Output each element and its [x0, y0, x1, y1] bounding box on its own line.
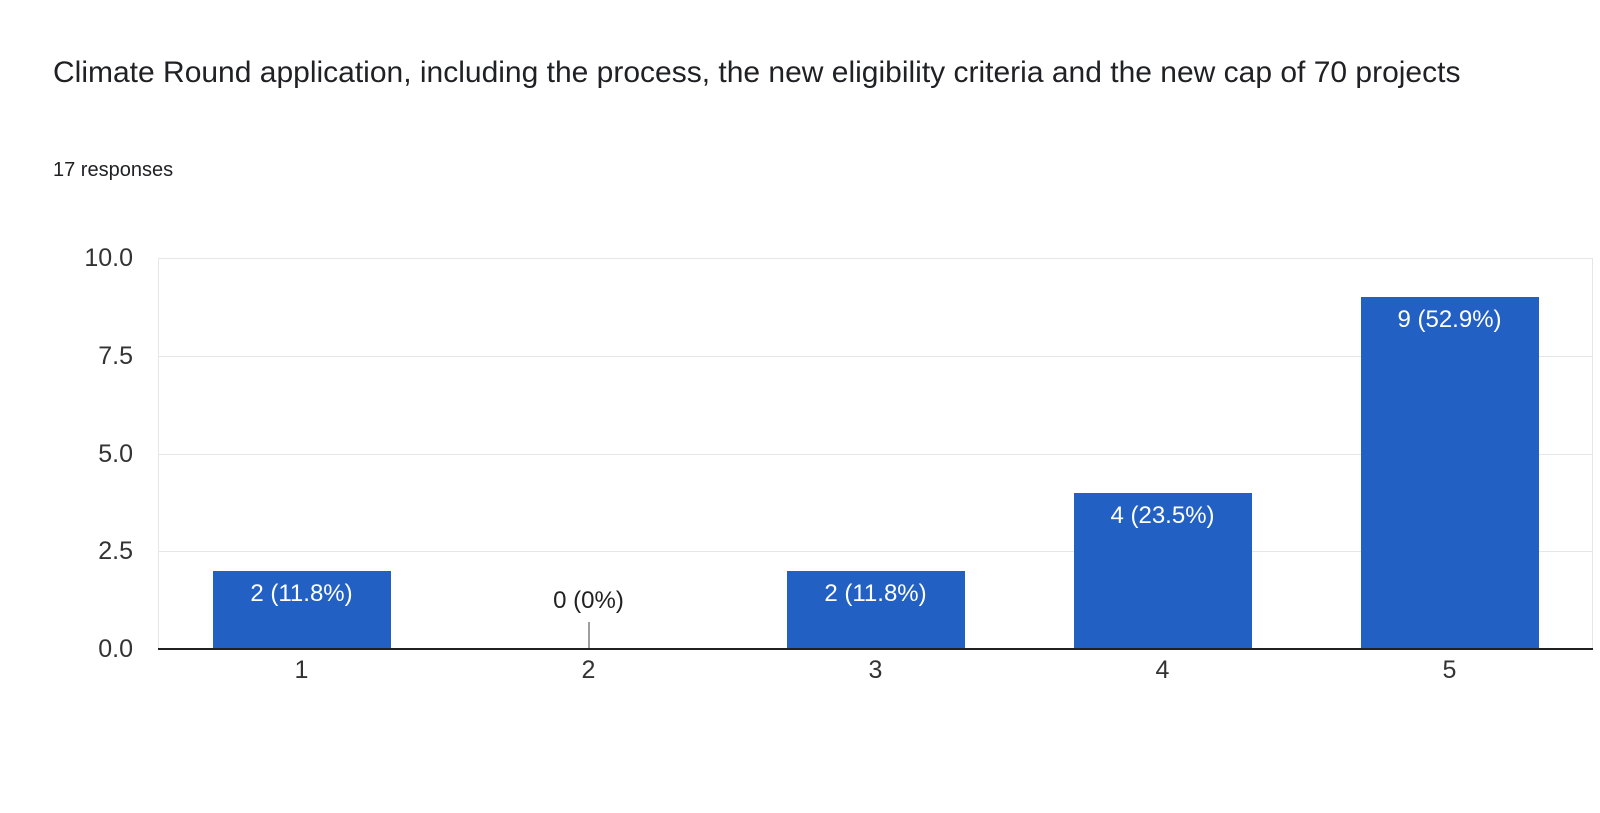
- y-tick-label-0.0: 0.0: [98, 635, 133, 663]
- x-tick-label-3: 3: [868, 656, 883, 684]
- bar-value-label-5: 9 (52.9%): [1397, 306, 1502, 334]
- y-tick-label-2.5: 2.5: [98, 537, 133, 566]
- gridline-5.0: [158, 453, 1593, 455]
- plot-right-border: [1592, 258, 1593, 649]
- y-tick-label-7.5: 7.5: [98, 341, 133, 370]
- plot-area: 2 (11.8%) 0 (0%) 2 (11.8%) 4 (23.5%) 9 (52.9…: [158, 258, 1593, 650]
- y-axis-labels: 0.0 2.5 5.0 7.5 10.0: [0, 244, 133, 663]
- x-axis-baseline: [158, 648, 1593, 650]
- question-title: Climate Round application, including the…: [53, 56, 1461, 89]
- y-tick-label-5.0: 5.0: [98, 439, 133, 468]
- x-tick-label-1: 1: [294, 656, 309, 684]
- bar-3: 2 (11.8%): [786, 570, 965, 649]
- gridline-10.0: [158, 258, 1593, 259]
- x-axis-labels: 1 2 3 4 5: [158, 654, 1593, 690]
- bar-value-label-1: 2 (11.8%): [250, 579, 353, 607]
- x-tick-label-5: 5: [1442, 656, 1457, 684]
- bar-value-label-4: 4 (23.5%): [1110, 501, 1215, 529]
- bar-value-label-3: 2 (11.8%): [824, 579, 927, 607]
- x-tick-label-4: 4: [1155, 656, 1170, 684]
- zero-leader-line-2: [587, 622, 590, 649]
- y-tick-label-10.0: 10.0: [84, 244, 133, 272]
- bar-value-label-2: 0 (0%): [553, 587, 624, 614]
- gridline-7.5: [158, 355, 1593, 357]
- plot-left-border: [158, 258, 159, 649]
- responses-count: 17 responses: [53, 159, 174, 181]
- bar-1: 2 (11.8%): [212, 570, 391, 649]
- x-tick-label-2: 2: [581, 656, 596, 684]
- gridline-2.5: [158, 551, 1593, 553]
- bar-5: 9 (52.9%): [1360, 297, 1539, 649]
- bar-4: 4 (23.5%): [1073, 492, 1252, 649]
